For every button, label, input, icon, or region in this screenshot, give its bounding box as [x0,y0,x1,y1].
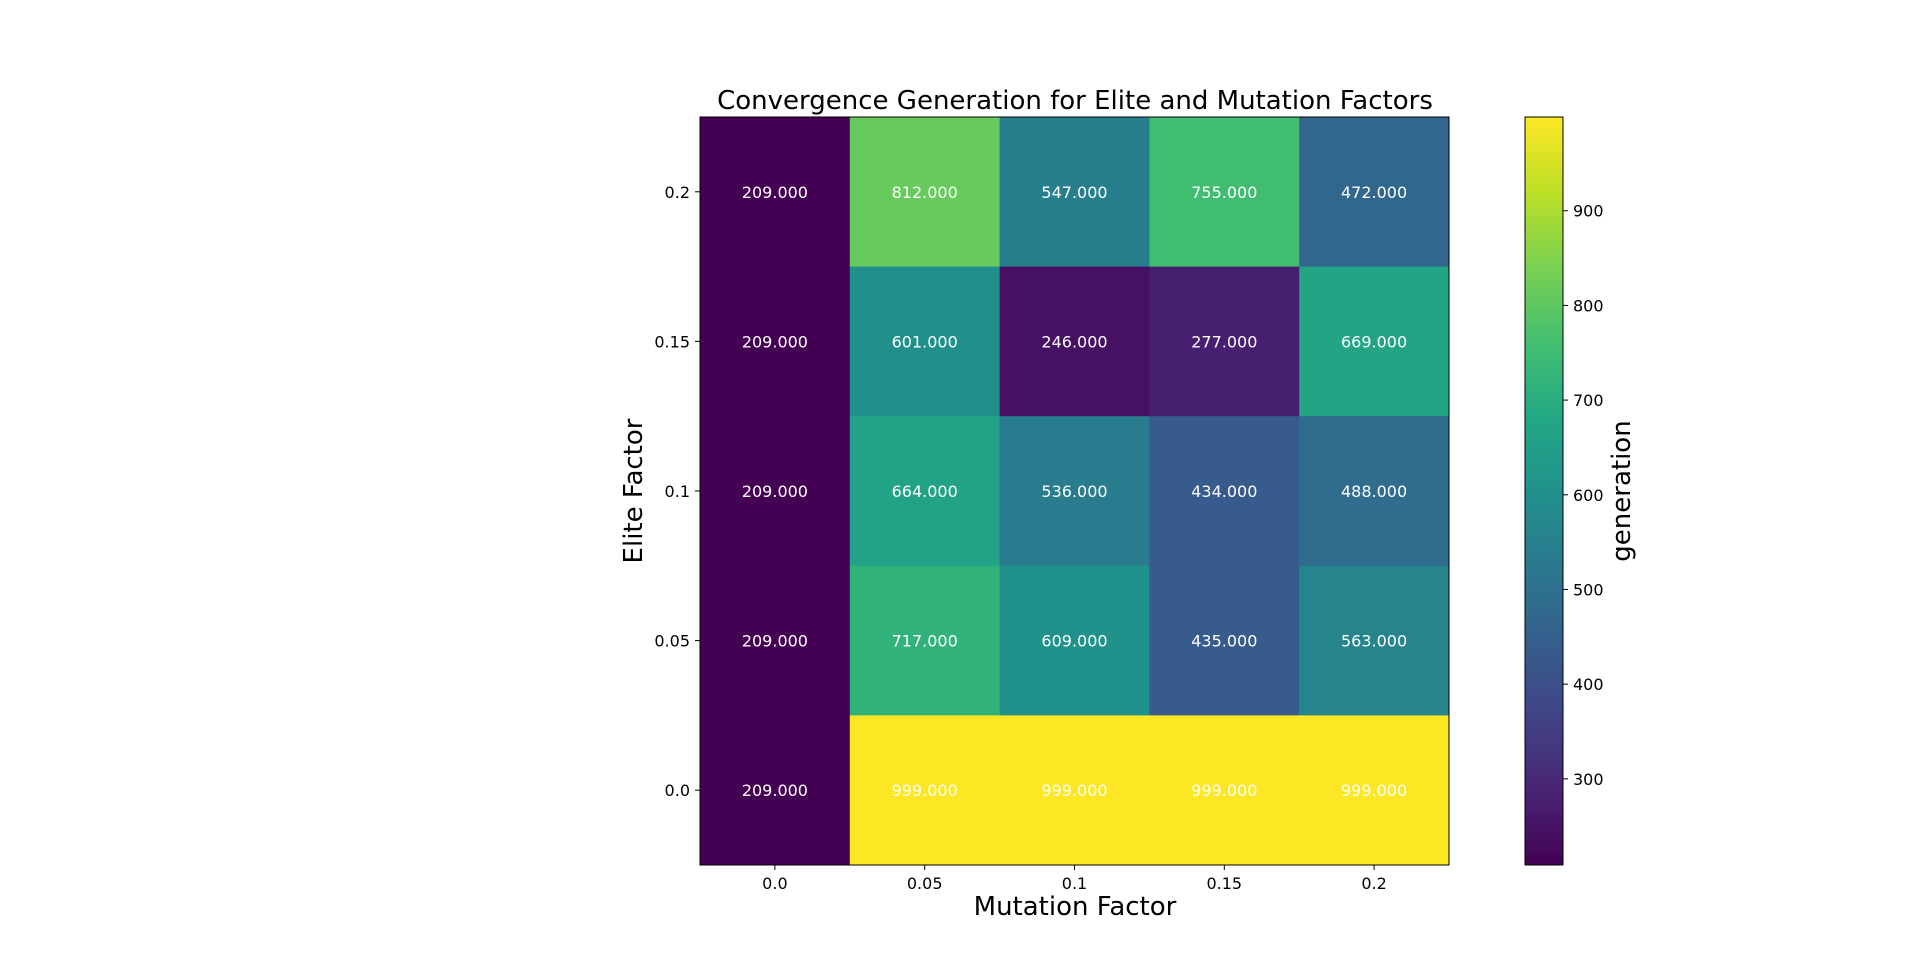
cell-value-label: 209.000 [742,332,808,351]
heatmap-cell [999,715,1150,866]
heatmap-cell [1299,117,1450,268]
y-tick-label: 0.15 [654,332,690,351]
heatmap-cell [1299,266,1450,417]
x-axis-label: Mutation Factor [974,892,1177,922]
heatmap-cell [849,565,1001,716]
heatmap-cell [999,266,1150,417]
y-tick-label: 0.05 [654,632,690,651]
colorbar-tick-label: 900 [1573,202,1604,221]
heatmap-cell [1149,266,1300,417]
y-axis-ticks: 0.2 0.15 0.1 0.05 0.0 [654,183,700,800]
heatmap-cell [999,565,1150,716]
colorbar-tick-label: 500 [1573,580,1604,599]
cell-value-label: 536.000 [1041,482,1107,501]
cell-value-label: 209.000 [742,632,808,651]
y-tick-label: 0.0 [665,781,690,800]
heatmap-cells [700,117,1450,866]
cell-value-label: 209.000 [742,781,808,800]
cell-value-label: 999.000 [892,781,958,800]
cell-value-label: 717.000 [892,632,958,651]
heatmap-cell [1299,416,1450,567]
heatmap-cell [849,715,1001,866]
x-tick-label: 0.05 [907,874,943,893]
cell-value-label: 277.000 [1191,332,1257,351]
x-tick-label: 0.15 [1206,874,1242,893]
colorbar-label: generation [1607,420,1637,561]
colorbar-tick-label: 400 [1573,675,1604,694]
heatmap-cell [1149,565,1300,716]
cell-value-label: 999.000 [1191,781,1257,800]
cell-value-label: 999.000 [1041,781,1107,800]
cell-value-label: 609.000 [1041,632,1107,651]
heatmap-cell [1299,565,1450,716]
colorbar-tick-label: 600 [1573,486,1604,505]
cell-value-label: 488.000 [1341,482,1407,501]
cell-value-label: 209.000 [742,183,808,202]
colorbar-tick-label: 700 [1573,391,1604,410]
heatmap-cell [700,715,851,866]
heatmap-cell [1149,416,1300,567]
heatmap-cell [700,117,851,268]
heatmap-cell [999,416,1150,567]
heatmap-cell [849,416,1001,567]
cell-value-label: 812.000 [892,183,958,202]
cell-value-label: 999.000 [1341,781,1407,800]
heatmap-cell [700,416,851,567]
cell-value-label: 669.000 [1341,332,1407,351]
heatmap-cell [1149,117,1300,268]
x-tick-label: 0.1 [1062,874,1087,893]
x-axis-ticks: 0.0 0.05 0.1 0.15 0.2 [762,865,1387,893]
x-tick-label: 0.2 [1361,874,1386,893]
y-tick-label: 0.2 [665,183,690,202]
y-tick-label: 0.1 [665,482,690,501]
heatmap-cell [849,117,1001,268]
cell-value-label: 435.000 [1191,632,1257,651]
heatmap-cell [1149,715,1300,866]
cell-value-label: 755.000 [1191,183,1257,202]
heatmap-cell [849,266,1001,417]
x-tick-label: 0.0 [762,874,787,893]
cell-value-label: 209.000 [742,482,808,501]
y-axis-label: Elite Factor [619,418,649,563]
colorbar-tick-label: 800 [1573,296,1604,315]
heatmap-cell [1299,715,1450,866]
heatmap-cell [999,117,1150,268]
colorbar [1524,116,1564,866]
chart-title: Convergence Generation for Elite and Mut… [717,86,1433,116]
cell-value-label: 664.000 [892,482,958,501]
cell-value-label: 601.000 [892,332,958,351]
colorbar-tick-label: 300 [1573,770,1604,789]
cell-value-label: 246.000 [1041,332,1107,351]
cell-value-label: 434.000 [1191,482,1257,501]
cell-value-label: 547.000 [1041,183,1107,202]
heatmap-cell-labels: 209.000 812.000 547.000 755.000 472.000 209.0… [742,183,1407,800]
cell-value-label: 563.000 [1341,632,1407,651]
heatmap-cell [700,565,851,716]
heatmap-cell [700,266,851,417]
cell-value-label: 472.000 [1341,183,1407,202]
colorbar-ticks: 300 400 500 600 700 800 900 [1563,202,1604,789]
